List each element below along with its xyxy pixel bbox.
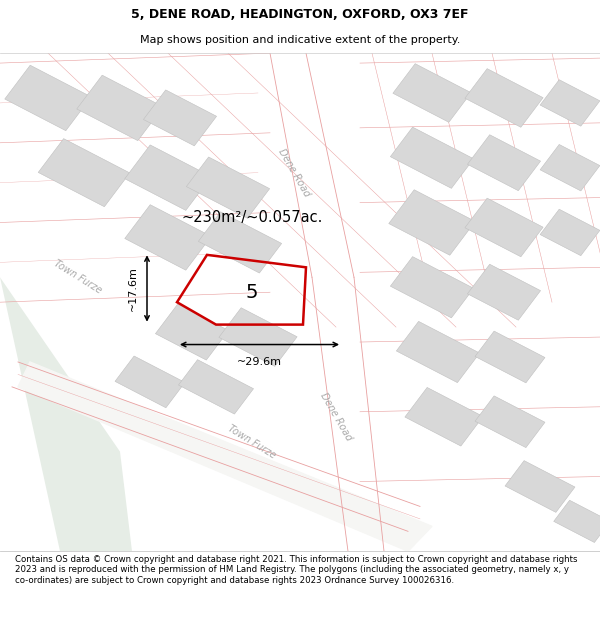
Text: ~17.6m: ~17.6m	[128, 266, 138, 311]
Polygon shape	[540, 80, 600, 126]
Polygon shape	[391, 127, 473, 188]
Polygon shape	[155, 304, 229, 360]
Polygon shape	[475, 396, 545, 448]
Polygon shape	[465, 198, 543, 257]
Polygon shape	[397, 321, 479, 382]
Polygon shape	[505, 461, 575, 512]
Polygon shape	[465, 69, 543, 128]
Polygon shape	[405, 388, 483, 446]
Text: Town Furze: Town Furze	[52, 259, 104, 296]
Text: Dene Road: Dene Road	[276, 147, 312, 199]
Text: Town Furze: Town Furze	[226, 423, 278, 461]
Polygon shape	[554, 500, 600, 542]
Text: Dene Road: Dene Road	[318, 391, 354, 442]
Text: Map shows position and indicative extent of the property.: Map shows position and indicative extent…	[140, 36, 460, 46]
Polygon shape	[5, 65, 91, 131]
Text: 5, DENE ROAD, HEADINGTON, OXFORD, OX3 7EF: 5, DENE ROAD, HEADINGTON, OXFORD, OX3 7E…	[131, 8, 469, 21]
Polygon shape	[393, 64, 471, 122]
Polygon shape	[18, 362, 432, 551]
Polygon shape	[38, 139, 130, 207]
Polygon shape	[389, 190, 475, 255]
Polygon shape	[187, 157, 269, 218]
Polygon shape	[125, 145, 211, 211]
Polygon shape	[540, 144, 600, 191]
Polygon shape	[199, 212, 281, 273]
Polygon shape	[467, 135, 541, 191]
Text: ~29.6m: ~29.6m	[237, 357, 282, 367]
Polygon shape	[178, 359, 254, 414]
Polygon shape	[219, 308, 297, 366]
Text: ~230m²/~0.057ac.: ~230m²/~0.057ac.	[181, 210, 323, 225]
Polygon shape	[77, 75, 163, 141]
Polygon shape	[467, 264, 541, 320]
Polygon shape	[540, 209, 600, 256]
Polygon shape	[475, 331, 545, 383]
Polygon shape	[391, 257, 473, 318]
Polygon shape	[0, 278, 132, 551]
Text: 5: 5	[246, 282, 258, 302]
Polygon shape	[115, 356, 185, 408]
Polygon shape	[143, 90, 217, 146]
Text: Contains OS data © Crown copyright and database right 2021. This information is : Contains OS data © Crown copyright and d…	[15, 555, 577, 585]
Polygon shape	[125, 205, 211, 270]
